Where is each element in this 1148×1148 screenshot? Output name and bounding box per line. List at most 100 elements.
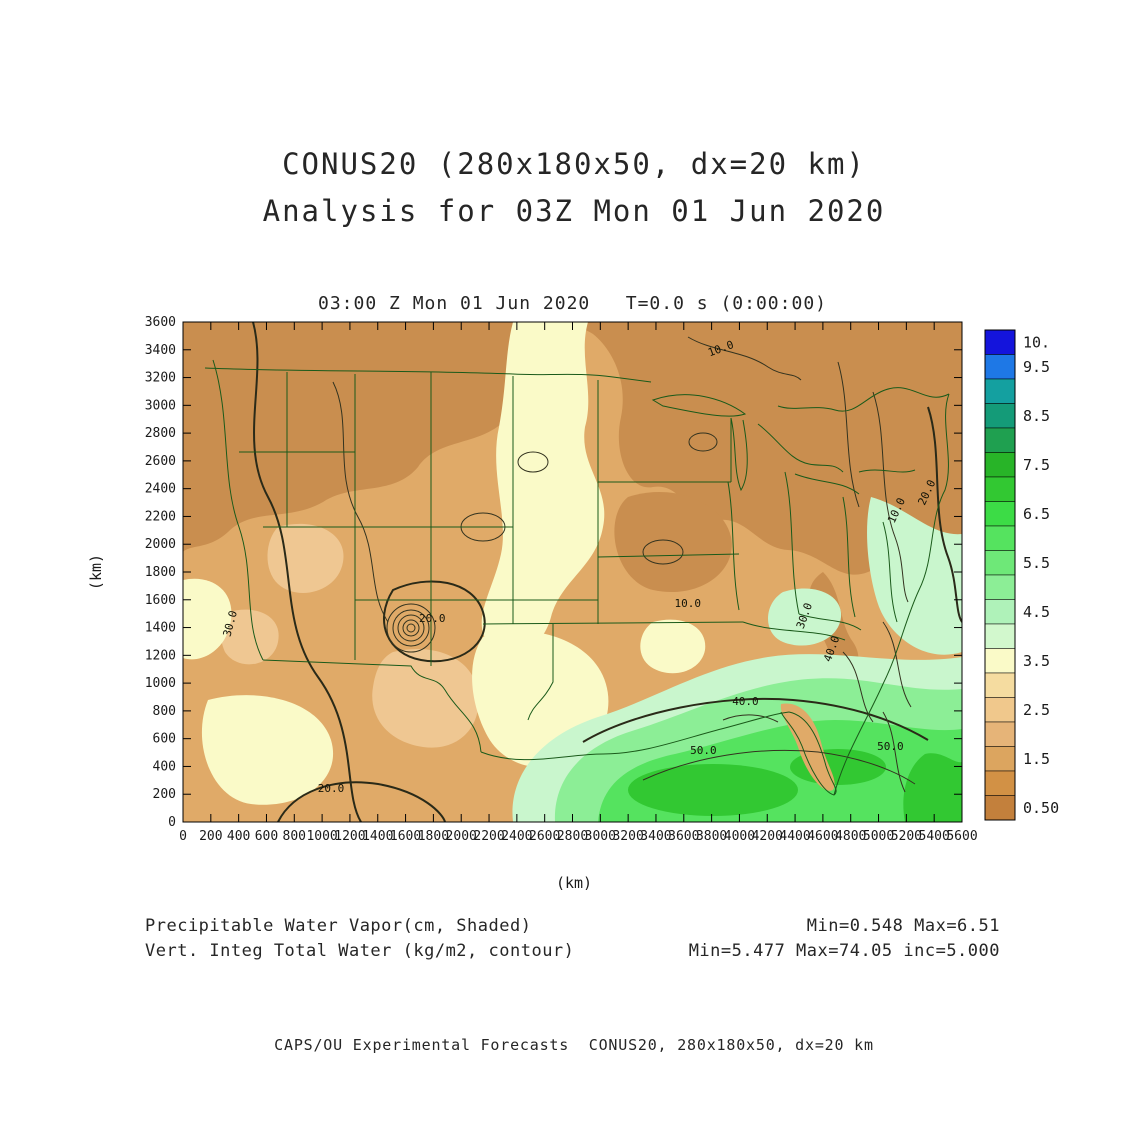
- x-tick-label: 1200: [334, 829, 365, 844]
- contour-lines-minor: [332, 336, 916, 793]
- map-borders: [204, 359, 950, 796]
- x-axis-ticks: 0 200 400 600 800 100012001400160018002000220…: [179, 322, 978, 844]
- colorbar-cell: [984, 354, 1016, 380]
- x-tick-label: 2600: [529, 829, 560, 844]
- contour-lines-major: [252, 322, 962, 822]
- colorbar-label: 2.5: [1023, 701, 1050, 719]
- contour-value-label: 20.0: [419, 612, 446, 625]
- x-tick-label: 4200: [752, 829, 783, 844]
- x-tick-label: 1800: [418, 829, 449, 844]
- x-tick-label: 1000: [306, 829, 337, 844]
- contour-value-label: 50.0: [690, 744, 717, 757]
- x-tick-label: 3600: [668, 829, 699, 844]
- colorbar-cell: [984, 721, 1016, 747]
- y-axis-ticks: 0 200 400 600 800 1000 1200 1400 1600 1800 2000 220…: [145, 315, 962, 830]
- colorbar-cell: [984, 770, 1016, 796]
- y-tick-label: 800: [153, 704, 176, 719]
- colorbar-cell: [984, 623, 1016, 649]
- x-tick-label: 1600: [390, 829, 421, 844]
- colorbar-cell: [984, 452, 1016, 478]
- x-tick-label: 800: [283, 829, 306, 844]
- colorbar-label: 7.5: [1023, 456, 1050, 474]
- footer-credit: CAPS/OU Experimental Forecasts CONUS20, …: [274, 1036, 874, 1054]
- colorbar-cell: [984, 550, 1016, 576]
- page-title-line1: CONUS20 (280x180x50, dx=20 km): [282, 147, 866, 181]
- colorbar-frame: [984, 329, 1016, 821]
- y-tick-label: 2200: [145, 509, 176, 524]
- x-tick-label: 5000: [863, 829, 894, 844]
- colorbar-label: 1.5: [1023, 750, 1050, 768]
- colorbar-label: 9.5: [1023, 358, 1050, 376]
- map-area: 20.030.020.010.020.010.010.040.050.0 50.0…: [183, 322, 962, 822]
- y-tick-label: 3600: [145, 315, 176, 330]
- colorbar-label: 3.5: [1023, 652, 1050, 670]
- caption-shaded-minmax: Min=0.548 Max=6.51: [806, 916, 1000, 936]
- colorbar-cell: [984, 501, 1016, 527]
- y-tick-label: 1200: [145, 648, 176, 663]
- x-tick-label: 1400: [362, 829, 393, 844]
- colorbar-label: 10.: [1023, 333, 1050, 351]
- contour-value-label: 50.0: [877, 740, 904, 753]
- page-title-line2: Analysis for 03Z Mon 01 Jun 2020: [262, 194, 886, 228]
- x-tick-label: 600: [255, 829, 278, 844]
- shading-brown: [183, 322, 962, 677]
- colorbar-cell: [984, 795, 1016, 821]
- x-tick-label: 3000: [585, 829, 616, 844]
- x-tick-label: 4600: [807, 829, 838, 844]
- colorbar-cell: [984, 427, 1016, 453]
- x-tick-label: 4800: [835, 829, 866, 844]
- colorbar-cell: [984, 648, 1016, 674]
- colorbar-cell: [984, 599, 1016, 625]
- shading-light-tan: [221, 523, 479, 748]
- colorbar-cell: [984, 697, 1016, 723]
- colorbar-label: 5.5: [1023, 554, 1050, 572]
- contour-value-label: 20.0: [318, 782, 345, 795]
- y-tick-label: 1800: [145, 565, 176, 580]
- x-tick-label: 2400: [501, 829, 532, 844]
- y-tick-label: 1600: [145, 593, 176, 608]
- colorbar-cell: [984, 525, 1016, 551]
- y-tick-label: 3200: [145, 371, 176, 386]
- colorbar-cell: [984, 574, 1016, 600]
- x-tick-label: 4400: [779, 829, 810, 844]
- plot-title: 03:00 Z Mon 01 Jun 2020 T=0.0 s (0:00:00…: [318, 293, 827, 314]
- y-tick-label: 3400: [145, 343, 176, 358]
- x-tick-label: 5400: [919, 829, 950, 844]
- x-tick-label: 5200: [891, 829, 922, 844]
- caption-contour-field: Vert. Integ Total Water (kg/m2, contour): [145, 941, 575, 961]
- x-tick-label: 2200: [473, 829, 504, 844]
- x-axis-label: (km): [556, 874, 592, 892]
- x-tick-label: 3400: [640, 829, 671, 844]
- caption-shaded-field: Precipitable Water Vapor(cm, Shaded): [145, 916, 532, 936]
- x-tick-label: 2800: [557, 829, 588, 844]
- x-tick-label: 5600: [946, 829, 977, 844]
- colorbar-cell: [984, 672, 1016, 698]
- y-tick-label: 0: [168, 815, 176, 830]
- y-tick-label: 3000: [145, 398, 176, 413]
- caption-contour-minmax: Min=5.477 Max=74.05 inc=5.000: [688, 941, 1000, 961]
- x-tick-label: 3200: [612, 829, 643, 844]
- colorbar-cell: [984, 746, 1016, 772]
- y-tick-label: 1000: [145, 676, 176, 691]
- y-axis-label: (km): [87, 554, 105, 590]
- y-tick-label: 2400: [145, 482, 176, 497]
- colorbar-cell: [984, 378, 1016, 404]
- y-tick-label: 2600: [145, 454, 176, 469]
- colorbar-label: 0.50: [1023, 799, 1059, 817]
- colorbar-label: 6.5: [1023, 505, 1050, 523]
- florida-land-fill: [780, 703, 835, 791]
- y-tick-label: 1400: [145, 621, 176, 636]
- colorbar: 10. 9.5 8.5 7.5 6.5 5.5 4.5 3.5 2.5 1.5 0.50: [984, 329, 1059, 821]
- x-tick-label: 3800: [696, 829, 727, 844]
- x-tick-label: 2000: [446, 829, 477, 844]
- x-tick-label: 400: [227, 829, 250, 844]
- y-tick-label: 400: [153, 759, 176, 774]
- colorbar-label: 4.5: [1023, 603, 1050, 621]
- colorbar-cell: [984, 403, 1016, 429]
- y-tick-label: 2000: [145, 537, 176, 552]
- x-tick-label: 4000: [724, 829, 755, 844]
- y-tick-label: 200: [153, 787, 176, 802]
- contour-value-label: 10.0: [675, 597, 702, 610]
- colorbar-label: 8.5: [1023, 407, 1050, 425]
